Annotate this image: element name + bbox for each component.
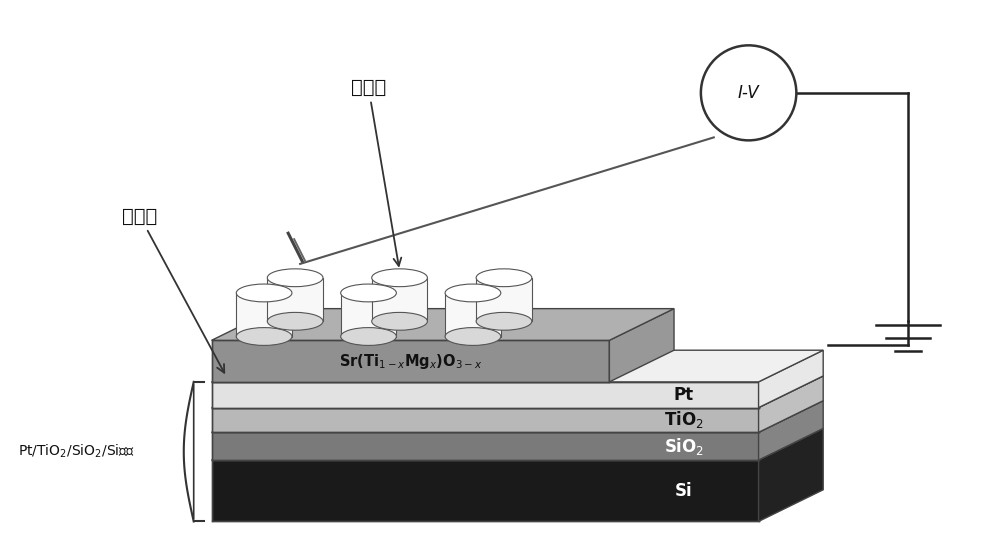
Ellipse shape	[445, 284, 501, 302]
Bar	[372, 278, 427, 321]
Ellipse shape	[341, 284, 396, 302]
Text: 上电极: 上电极	[351, 78, 401, 266]
Polygon shape	[212, 350, 823, 382]
Polygon shape	[759, 429, 823, 521]
Polygon shape	[759, 376, 823, 432]
Polygon shape	[759, 401, 823, 460]
Bar	[341, 293, 396, 336]
Bar	[212, 460, 759, 521]
Circle shape	[701, 45, 796, 140]
Polygon shape	[212, 401, 823, 432]
Bar	[445, 293, 501, 336]
Polygon shape	[609, 308, 674, 382]
Text: 下电极: 下电极	[122, 206, 224, 373]
Ellipse shape	[236, 328, 292, 346]
Ellipse shape	[372, 312, 427, 330]
Text: SiO$_2$: SiO$_2$	[664, 436, 704, 456]
Text: TiO$_2$: TiO$_2$	[664, 410, 704, 430]
Bar	[267, 278, 323, 321]
Ellipse shape	[445, 328, 501, 346]
Polygon shape	[212, 376, 823, 408]
Ellipse shape	[476, 269, 532, 287]
Ellipse shape	[341, 328, 396, 346]
Bar	[476, 278, 532, 321]
Polygon shape	[759, 350, 823, 408]
Bar	[212, 382, 759, 408]
Ellipse shape	[267, 269, 323, 287]
Bar	[212, 408, 759, 432]
Ellipse shape	[236, 284, 292, 302]
Ellipse shape	[476, 312, 532, 330]
Text: I-V: I-V	[738, 84, 759, 102]
Ellipse shape	[267, 312, 323, 330]
Bar	[212, 432, 759, 460]
Text: Pt: Pt	[674, 385, 694, 403]
Polygon shape	[212, 308, 674, 340]
Bar	[236, 293, 292, 336]
Ellipse shape	[372, 269, 427, 287]
Text: Si: Si	[675, 482, 693, 500]
Bar	[212, 340, 609, 382]
Text: Pt/TiO$_2$/SiO$_2$/Si基片: Pt/TiO$_2$/SiO$_2$/Si基片	[18, 443, 135, 460]
Polygon shape	[212, 429, 823, 460]
Text: Sr(Ti$_{1-x}$Mg$_x$)O$_{3-x}$: Sr(Ti$_{1-x}$Mg$_x$)O$_{3-x}$	[339, 352, 482, 371]
